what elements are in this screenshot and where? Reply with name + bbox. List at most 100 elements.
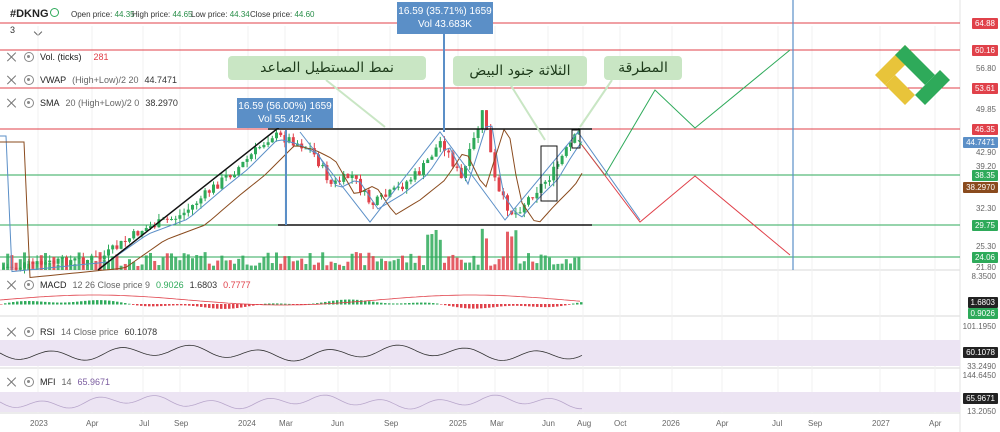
indicator-row-vol[interactable]: Vol. (ticks) 281: [6, 48, 109, 66]
indicator-row-rsi[interactable]: RSI 14 Close price 60.1078: [6, 323, 157, 341]
time-label: 2024: [238, 419, 256, 428]
time-label: 2026: [662, 419, 680, 428]
volume-bar: [186, 254, 190, 270]
macd-bar: [248, 304, 251, 307]
macd-bar: [492, 304, 495, 308]
indicator-row-vwap[interactable]: VWAP (High+Low)/2 20 44.7471: [6, 71, 177, 89]
price-tick: 39.20: [975, 162, 996, 171]
time-label: Jun: [331, 419, 344, 428]
price-tag: 44.7471: [963, 137, 998, 148]
indicator-row-mfi[interactable]: MFI 14 65.9671: [6, 373, 110, 391]
indicator-value: 65.9671: [77, 377, 111, 387]
hammer-box[interactable]: [571, 129, 581, 149]
indicator-params: (High+Low)/2 20: [72, 75, 139, 85]
volume-bar: [73, 264, 77, 270]
close-icon[interactable]: [6, 97, 18, 109]
time-label: 2023: [30, 419, 48, 428]
gear-icon[interactable]: [24, 75, 34, 85]
macd-bar: [536, 304, 539, 307]
candle-body: [543, 181, 547, 184]
gear-icon[interactable]: [24, 98, 34, 108]
volume-bar: [422, 265, 425, 270]
candle-body: [48, 260, 52, 263]
candle-body: [35, 261, 39, 265]
indicator-row-macd[interactable]: MACD 12 26 Close price 9 0.9026 1.6803 0…: [6, 276, 251, 294]
indicator-value: 44.7471: [144, 75, 178, 85]
candle-body: [329, 180, 333, 184]
macd-bar: [396, 303, 399, 305]
volume-bar: [136, 265, 140, 270]
indicator-row-sma[interactable]: SMA 20 (High+Low)/2 0 38.2970: [6, 94, 178, 112]
price-tick: 56.80: [975, 64, 996, 73]
sma-line: [0, 128, 583, 279]
close-icon[interactable]: [6, 279, 18, 291]
measure-box[interactable]: 16.59 (56.00%) 1659 Vol 55.421K: [237, 98, 333, 128]
macd-bar: [52, 302, 55, 305]
close-icon[interactable]: [6, 326, 18, 338]
candle-body: [18, 267, 22, 269]
panel-dropdown[interactable]: 3: [10, 25, 43, 39]
callout-rectangle-pattern[interactable]: نمط المستطيل الصاعد: [228, 56, 426, 80]
macd-bar: [380, 302, 383, 305]
macd-bar: [332, 300, 335, 305]
gear-icon[interactable]: [24, 377, 34, 387]
volume-bar: [94, 260, 98, 270]
candle-body: [409, 179, 413, 182]
gear-icon[interactable]: [24, 327, 34, 337]
candle-body: [275, 132, 278, 139]
gear-icon[interactable]: [24, 280, 34, 290]
symbol-label[interactable]: #DKNG: [10, 8, 49, 20]
volume-bar: [182, 253, 186, 270]
callout-three-white-soldiers[interactable]: الثلاثة جنود البيض: [453, 56, 587, 86]
price-tick: 32.30: [975, 204, 996, 213]
volume-bar: [216, 260, 220, 270]
macd-bar: [384, 303, 387, 305]
macd-bar: [540, 304, 543, 308]
trendline[interactable]: [97, 124, 283, 271]
candle-body: [216, 184, 220, 189]
candle-body: [149, 226, 152, 228]
measure-box[interactable]: 16.59 (35.71%) 1659 Vol 43.683K: [397, 2, 493, 34]
macd-bar: [168, 304, 171, 306]
candle-body: [321, 165, 325, 167]
macd-bar: [272, 303, 275, 305]
price-axis[interactable]: 64.88 60.16 56.80 53.61 49.85 46.35 44.7…: [960, 0, 1000, 432]
close-icon[interactable]: [6, 376, 18, 388]
macd-bar: [16, 301, 19, 305]
candle-body: [522, 204, 526, 213]
candle-body: [207, 190, 211, 193]
macd-bar: [388, 303, 391, 305]
indicator-value: 1.6803: [189, 280, 218, 290]
macd-bar: [488, 304, 491, 308]
clock-icon[interactable]: [50, 8, 59, 17]
candle-body: [199, 198, 203, 204]
gear-icon[interactable]: [24, 52, 34, 62]
macd-bar: [460, 304, 463, 308]
candle-body: [291, 137, 295, 146]
indicator-name: SMA: [40, 98, 60, 108]
macd-bar: [36, 301, 39, 305]
close-icon[interactable]: [6, 74, 18, 86]
close-icon[interactable]: [6, 51, 18, 63]
volume-bar: [405, 262, 409, 270]
volume-bar: [543, 255, 547, 270]
indicator-value: 0.9026: [156, 280, 184, 290]
soldiers-box[interactable]: [540, 145, 558, 202]
macd-bar: [224, 304, 227, 309]
macd-bar: [548, 304, 551, 308]
candle-body: [430, 156, 434, 160]
candle-body: [535, 192, 539, 199]
price-tick: 8.3500: [971, 272, 996, 281]
volume-bar: [304, 264, 308, 270]
volume-bar: [506, 231, 509, 270]
candle-body: [157, 219, 161, 228]
callout-hammer[interactable]: المطرقة: [604, 56, 682, 80]
macd-bar: [420, 302, 423, 305]
macd-bar: [72, 302, 75, 305]
candle-body: [485, 110, 488, 131]
macd-bar: [328, 301, 331, 305]
time-label: Jul: [139, 419, 150, 428]
macd-bar: [60, 302, 63, 305]
volume-bar: [459, 259, 463, 270]
